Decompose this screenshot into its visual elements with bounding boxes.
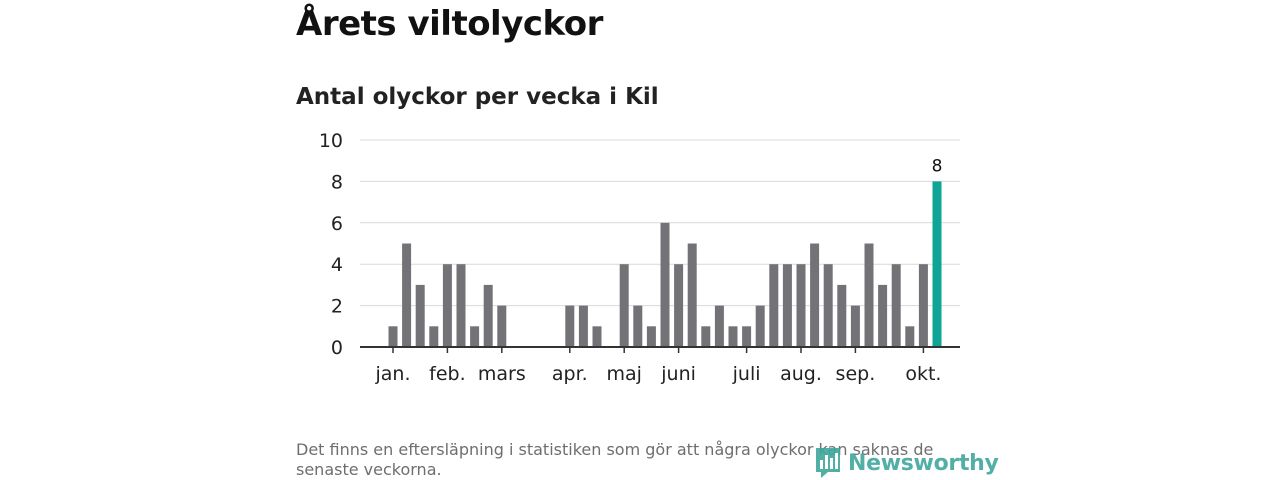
bar [837, 284, 847, 347]
bar [565, 305, 575, 347]
bar [429, 326, 439, 347]
brand-name: Newsworthy [848, 450, 999, 476]
bar [470, 326, 480, 347]
footnote: Det finns en eftersläpning i statistiken… [296, 440, 934, 479]
x-tick-label: feb. [429, 363, 465, 385]
y-tick-label: 0 [331, 337, 343, 359]
bar [497, 305, 507, 347]
bar [687, 243, 697, 347]
bar [388, 326, 398, 347]
bar [674, 264, 684, 347]
bar [646, 326, 656, 347]
bar [714, 305, 724, 347]
bar-highlight [932, 181, 942, 347]
x-tick-label: juni [660, 363, 696, 385]
x-tick-label: aug. [780, 363, 822, 385]
y-tick-label: 2 [331, 296, 343, 318]
bar [701, 326, 711, 347]
x-tick-label: jan. [374, 363, 410, 385]
bar [891, 264, 901, 347]
y-tick-label: 4 [331, 254, 343, 276]
x-tick-label: juli [732, 363, 761, 385]
bar [742, 326, 752, 347]
bar [442, 264, 452, 347]
x-tick-label: apr. [552, 363, 588, 385]
bar [769, 264, 779, 347]
bar [810, 243, 820, 347]
newsworthy-logo: Newsworthy [814, 446, 999, 480]
bar [578, 305, 588, 347]
bar [592, 326, 602, 347]
bar [918, 264, 928, 347]
bar [660, 222, 670, 347]
bar [619, 264, 629, 347]
chart-subtitle: Antal olyckor per vecka i Kil [296, 84, 659, 110]
bar-chart: 0 2 4 6 8 10 8 jan. feb. mars apr. maj juni juli aug. s… [319, 130, 960, 385]
bar [878, 284, 888, 347]
bar [483, 284, 493, 347]
bar [402, 243, 412, 347]
x-tick-label: okt. [905, 363, 941, 385]
bar [823, 264, 833, 347]
y-tick-label: 10 [319, 130, 343, 152]
bar [905, 326, 915, 347]
bar [796, 264, 806, 347]
bar [755, 305, 765, 347]
x-tick-label: mars [478, 363, 526, 385]
bar [633, 305, 643, 347]
data-label: 8 [932, 156, 943, 176]
bar [415, 284, 425, 347]
chart-title: Årets viltolyckor [296, 4, 603, 44]
y-tick-label: 8 [331, 171, 343, 193]
y-tick-label: 6 [331, 213, 343, 235]
bar [456, 264, 466, 347]
bar [782, 264, 792, 347]
bar-chart-speech-bubble-icon [816, 448, 840, 478]
bar [864, 243, 874, 347]
x-tick-label: sep. [836, 363, 876, 385]
bar [728, 326, 738, 347]
x-tick-label: maj [606, 363, 641, 385]
bar [850, 305, 860, 347]
